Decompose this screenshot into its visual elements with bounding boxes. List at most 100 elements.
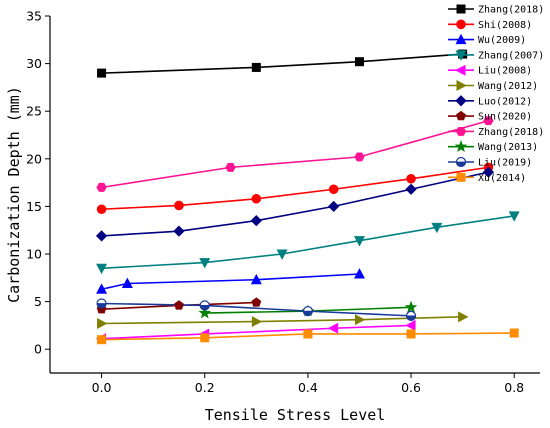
y-tick-label: 15 — [26, 199, 42, 214]
legend-label: Wang(2013) — [478, 142, 538, 153]
series-line — [101, 166, 489, 211]
y-tick-label: 25 — [26, 104, 42, 119]
legend-marker — [456, 80, 467, 91]
chart-axes — [49, 16, 540, 374]
legend-marker — [456, 110, 466, 121]
data-point — [198, 306, 211, 319]
data-point — [97, 68, 107, 78]
data-point — [508, 211, 520, 222]
data-point — [96, 263, 108, 275]
marker-half-fill — [96, 303, 107, 309]
data-point — [96, 204, 107, 215]
x-tick-label: 0.8 — [504, 380, 524, 395]
legend-marker — [454, 140, 468, 153]
data-point — [97, 317, 108, 329]
x-tick-label: 0.4 — [298, 380, 318, 395]
y-tick-label: 35 — [26, 9, 42, 24]
data-point — [96, 283, 108, 294]
data-point — [405, 319, 416, 331]
legend-item: Zhang(2018) — [448, 5, 544, 16]
y-tick-label: 5 — [34, 294, 42, 309]
series-line — [101, 273, 360, 291]
y-tick-label: 30 — [26, 56, 42, 71]
data-point — [250, 273, 262, 285]
series-line — [101, 171, 489, 237]
legend-item: Shi(2008) — [448, 19, 532, 31]
data-point — [483, 116, 494, 126]
legend-item: Liu(2008) — [448, 64, 532, 77]
x-tick-label: 0.6 — [401, 380, 421, 395]
data-point — [405, 183, 417, 195]
legend-label: Zhang(2007) — [478, 50, 544, 61]
series-lines — [101, 53, 515, 341]
legend-label: Luo(2012) — [478, 96, 532, 107]
data-point — [327, 322, 339, 334]
legend-label: Zhang(2018) — [478, 5, 544, 16]
legend-item: Xu(2014) — [448, 173, 526, 184]
legend-marker — [455, 64, 466, 76]
data-point — [200, 333, 210, 343]
data-point — [251, 62, 261, 72]
marker-half-fill — [199, 305, 210, 311]
legend-item: Sun(2020) — [448, 110, 532, 123]
data-point — [406, 173, 416, 184]
marker-half-fill — [406, 315, 416, 321]
legend-marker — [456, 4, 466, 14]
data-point — [96, 182, 107, 192]
y-tick-label: 10 — [26, 247, 42, 262]
data-point — [96, 298, 107, 309]
legend-marker — [455, 126, 467, 136]
data-point — [303, 329, 313, 339]
legend-marker — [455, 156, 467, 168]
data-point — [95, 230, 108, 242]
legend-label: Liu(2019) — [478, 158, 532, 169]
legend-item: Wu(2009) — [448, 33, 526, 46]
marker-half-fill — [456, 161, 466, 167]
data-point — [251, 297, 262, 307]
data-point — [328, 184, 339, 195]
data-point — [173, 225, 185, 237]
data-point — [276, 249, 288, 260]
y-tick-label: 20 — [26, 151, 42, 166]
data-point — [225, 162, 236, 172]
data-point — [302, 306, 313, 317]
legend-label: Wang(2012) — [478, 81, 538, 92]
data-point — [354, 314, 366, 326]
legend-item: Liu(2019) — [448, 156, 532, 169]
series-line — [101, 324, 412, 340]
data-point — [199, 300, 210, 311]
legend-label: Sun(2020) — [478, 112, 532, 123]
series-markers — [95, 49, 520, 345]
legend-item: Wang(2013) — [448, 140, 538, 153]
data-point — [404, 300, 418, 313]
data-point — [405, 310, 417, 321]
legend-marker — [455, 50, 467, 61]
data-point — [509, 328, 519, 338]
data-point — [121, 277, 133, 289]
y-axis-label: Carbonization Depth (mm) — [5, 86, 23, 303]
data-point — [431, 222, 443, 234]
data-point — [482, 166, 495, 178]
legend-marker — [456, 19, 466, 30]
legend-label: Shi(2008) — [478, 20, 532, 31]
x-tick-label: 0.0 — [92, 380, 112, 395]
data-point — [328, 200, 340, 213]
data-point — [174, 200, 184, 211]
axis-ticks: 0.0 0.2 0.4 0.6 0.8 0 5 10 15 20 25 30 35 — [26, 9, 524, 396]
data-point — [199, 258, 211, 269]
legend-item: Wang(2012) — [448, 80, 538, 92]
legend-marker — [455, 33, 467, 45]
data-point — [354, 57, 364, 67]
x-axis-label: Tensile Stress Level — [205, 406, 386, 424]
legend-marker — [455, 95, 467, 107]
data-point — [353, 236, 365, 247]
series-line — [101, 302, 412, 317]
x-tick-label: 0.2 — [195, 380, 215, 395]
data-point — [458, 311, 469, 323]
data-point — [353, 268, 365, 279]
y-tick-label: 0 — [34, 342, 42, 357]
series-line — [101, 119, 489, 189]
series-line — [101, 53, 463, 74]
legend-label: Wu(2009) — [478, 35, 526, 46]
